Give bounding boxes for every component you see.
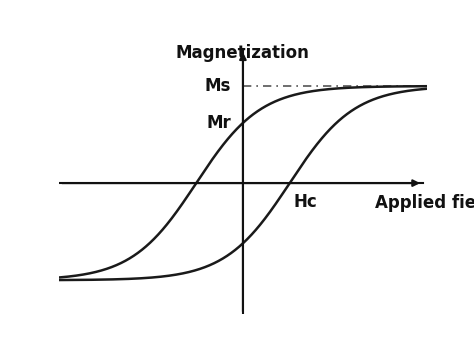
Text: Magnetization: Magnetization: [176, 44, 310, 62]
Text: Applied field: Applied field: [375, 194, 474, 212]
Text: Mr: Mr: [206, 114, 231, 132]
Text: Hc: Hc: [293, 193, 317, 211]
Text: Ms: Ms: [204, 77, 231, 95]
